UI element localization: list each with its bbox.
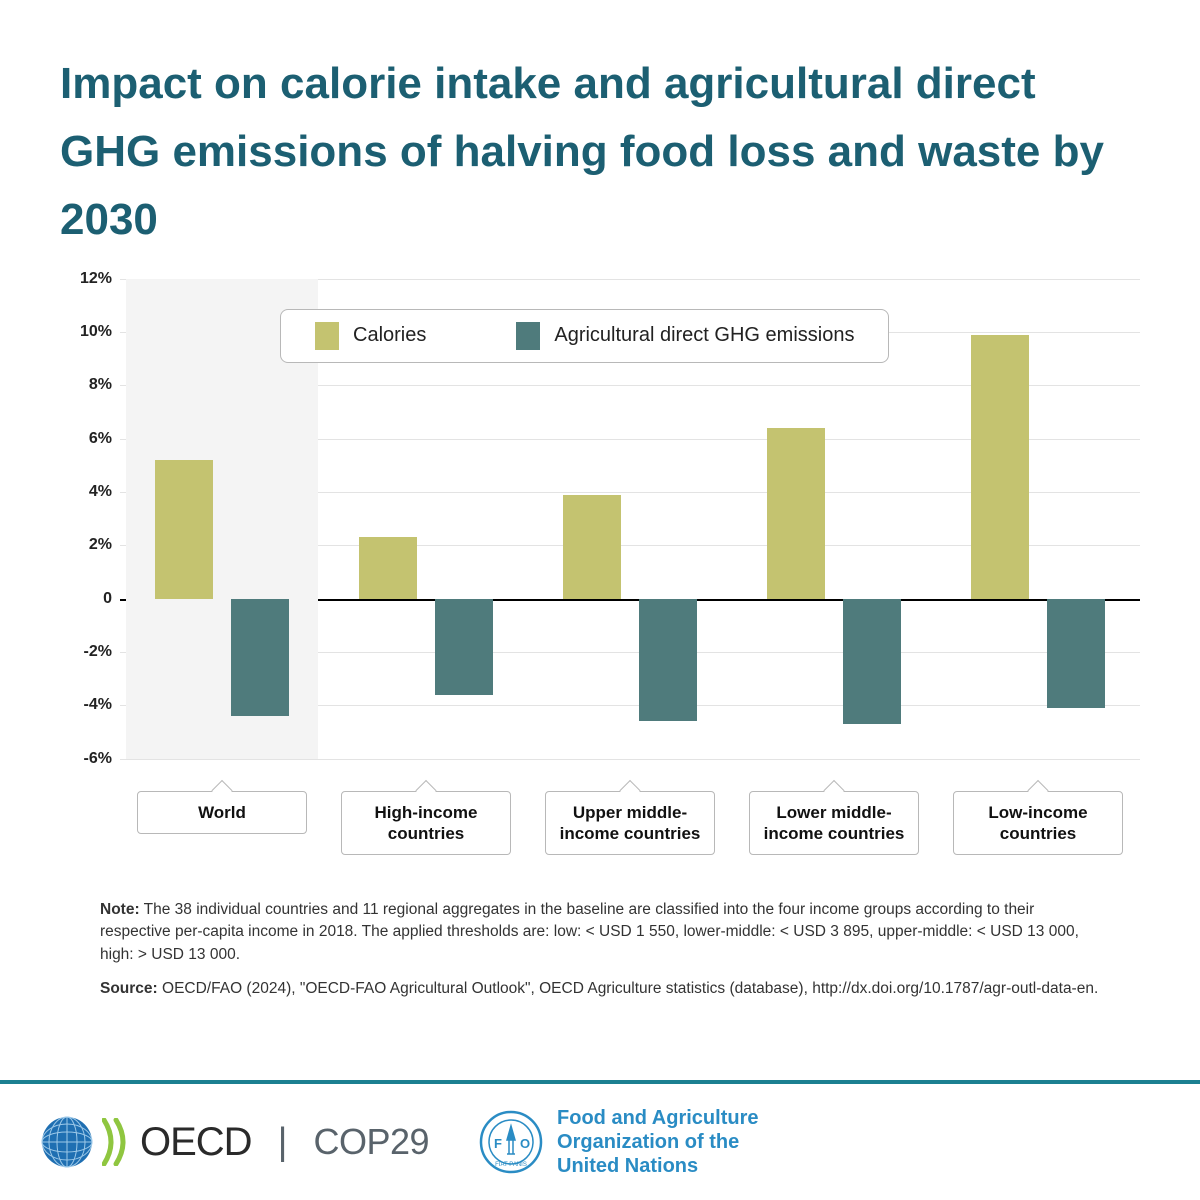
legend-swatch-calories — [315, 322, 339, 350]
oecd-logo: OECD — [40, 1115, 252, 1169]
footer-separator: | — [278, 1121, 288, 1164]
note-label: Note: — [100, 901, 140, 918]
y-tick-label: -2% — [60, 643, 112, 661]
gridline — [120, 759, 1140, 760]
legend-item-calories: Calories — [315, 322, 426, 350]
bar-ghg — [231, 599, 289, 716]
legend-swatch-ghg — [516, 322, 540, 350]
oecd-chevrons-icon — [102, 1118, 132, 1166]
svg-text:O: O — [520, 1136, 530, 1151]
svg-text:F: F — [494, 1136, 502, 1151]
x-category-label: Low-income countries — [953, 791, 1123, 856]
note-text: The 38 individual countries and 11 regio… — [100, 901, 1079, 963]
chart-notes: Note: The 38 individual countries and 11… — [100, 899, 1100, 1001]
fao-line1: Food and Agriculture — [557, 1106, 758, 1130]
bar-calories — [767, 428, 825, 599]
y-tick-label: 2% — [60, 536, 112, 554]
source-text: OECD/FAO (2024), "OECD-FAO Agricultural … — [158, 980, 1099, 997]
y-tick-label: 6% — [60, 430, 112, 448]
y-tick-label: 10% — [60, 323, 112, 341]
fao-line2: Organization of the — [557, 1130, 758, 1154]
bar-calories — [359, 537, 417, 598]
source-label: Source: — [100, 980, 158, 997]
fao-line3: United Nations — [557, 1154, 758, 1178]
bar-ghg — [639, 599, 697, 722]
legend-label-ghg: Agricultural direct GHG emissions — [554, 324, 854, 347]
fao-logo: F O FIAT PANIS Food and Agriculture Orga… — [479, 1106, 758, 1178]
y-tick-label: -6% — [60, 750, 112, 768]
footer-band: OECD | COP29 F O FIAT PANIS Food and Agr… — [0, 1080, 1200, 1200]
chart-legend: Calories Agricultural direct GHG emissio… — [280, 309, 889, 363]
y-tick-label: 4% — [60, 483, 112, 501]
oecd-wordmark: OECD — [140, 1120, 252, 1165]
globe-icon — [40, 1115, 94, 1169]
y-tick-label: 8% — [60, 376, 112, 394]
bar-ghg — [435, 599, 493, 695]
cop-label: COP29 — [313, 1121, 429, 1163]
y-tick-label: 12% — [60, 270, 112, 288]
x-category-label: High-income countries — [341, 791, 511, 856]
y-tick-label: 0 — [60, 590, 112, 608]
x-category-label: Lower middle-income countries — [749, 791, 919, 856]
bar-chart: 12%10%8%6%4%2%0-2%-4%-6% Calories Agricu… — [60, 279, 1140, 879]
x-category-label: World — [137, 791, 307, 834]
bar-calories — [155, 460, 213, 599]
fao-wordmark: Food and Agriculture Organization of the… — [557, 1106, 758, 1178]
legend-label-calories: Calories — [353, 324, 426, 347]
bar-ghg — [843, 599, 901, 724]
bar-calories — [971, 335, 1029, 599]
page-title: Impact on calorie intake and agricultura… — [60, 50, 1140, 255]
bar-ghg — [1047, 599, 1105, 708]
legend-item-ghg: Agricultural direct GHG emissions — [516, 322, 854, 350]
bar-calories — [563, 495, 621, 599]
y-tick-label: -4% — [60, 696, 112, 714]
svg-text:FIAT PANIS: FIAT PANIS — [495, 1162, 527, 1168]
fao-seal-icon: F O FIAT PANIS — [479, 1110, 543, 1174]
x-category-label: Upper middle-income countries — [545, 791, 715, 856]
